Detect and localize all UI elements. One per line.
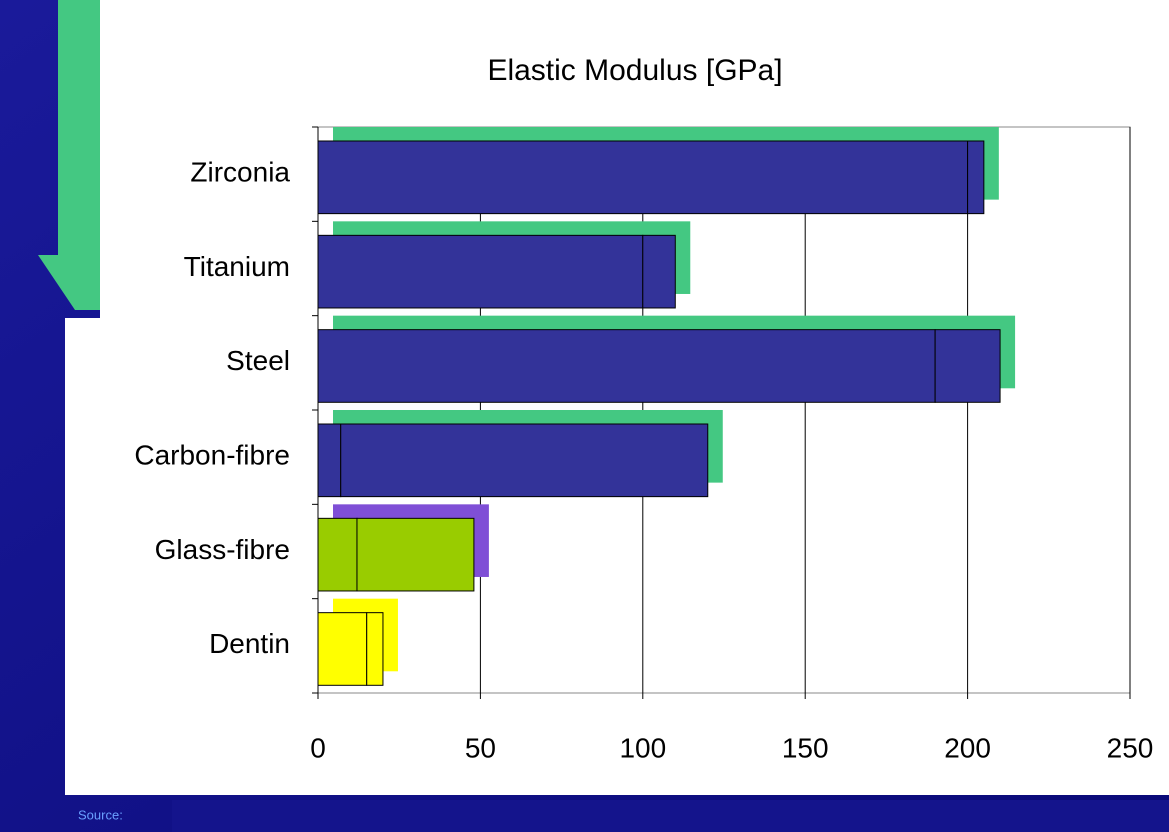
y-tick-label: Titanium (184, 251, 290, 282)
source-label: Source: (78, 807, 123, 822)
y-tick-label: Zirconia (190, 157, 290, 188)
chart-title: Elastic Modulus [GPa] (487, 54, 782, 87)
x-tick-label: 200 (944, 732, 991, 763)
x-tick-label: 100 (619, 732, 666, 763)
plot: 0 50 100 150 200 250 Zirconia Titanium Steel Carb… (134, 126, 1154, 763)
bar (967, 140, 985, 215)
y-tick-label: Dentin (209, 628, 290, 659)
x-tick-label: 50 (465, 732, 496, 763)
bar (934, 329, 1001, 403)
x-tick-label: 250 (1107, 732, 1154, 763)
y-tick-label: Steel (226, 345, 290, 376)
x-tick-label: 0 (310, 732, 326, 763)
bar (642, 234, 676, 309)
y-tick-label: Carbon-fibre (134, 440, 290, 471)
bar (317, 140, 969, 215)
bar (317, 234, 644, 309)
source-link-box (172, 800, 1169, 832)
chart-panel-left (65, 318, 105, 795)
bar (317, 329, 936, 403)
x-tick-label: 150 (782, 732, 829, 763)
arrow-decoration (38, 0, 100, 310)
y-tick-label: Glass-fibre (155, 534, 290, 565)
bar (366, 612, 384, 686)
bar (317, 612, 368, 686)
bar (317, 517, 358, 592)
bar (340, 423, 709, 498)
bar (356, 517, 475, 592)
bar (317, 423, 342, 498)
